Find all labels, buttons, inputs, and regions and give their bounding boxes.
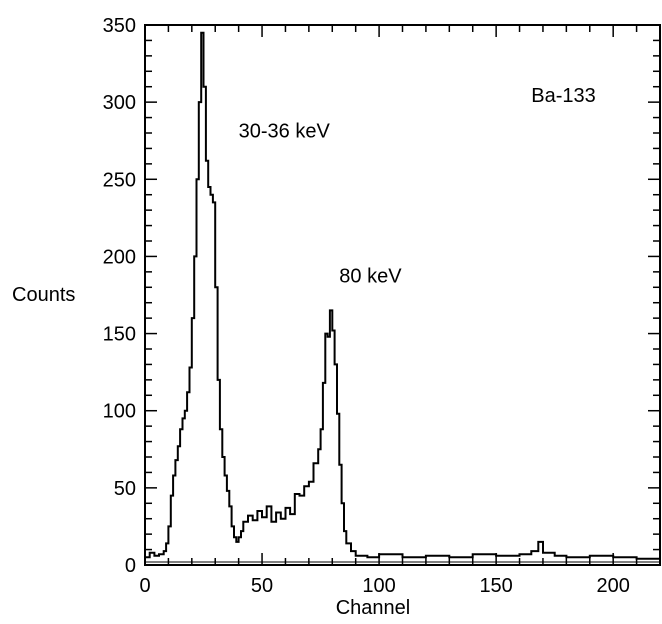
y-tick-label: 350 — [103, 15, 136, 37]
x-tick-label: 150 — [479, 575, 512, 597]
x-tick-label: 100 — [362, 575, 395, 597]
y-tick-label: 300 — [103, 92, 136, 114]
annotation-0: Ba-133 — [531, 85, 596, 107]
x-tick-label: 50 — [251, 575, 273, 597]
y-tick-label: 50 — [114, 478, 136, 500]
y-tick-label: 0 — [125, 555, 136, 577]
annotation-2: 80 keV — [339, 266, 402, 288]
y-tick-label: 200 — [103, 246, 136, 268]
x-tick-label: 200 — [596, 575, 629, 597]
x-tick-label: 0 — [139, 575, 150, 597]
y-tick-label: 150 — [103, 324, 136, 346]
y-tick-label: 100 — [103, 401, 136, 423]
y-axis-title: Counts — [12, 284, 75, 306]
x-axis-title: Channel — [336, 597, 411, 619]
plot-layer: 0 50 100 150 200 0 50 100 150 200 250 300 350 Ba-133 3… — [103, 15, 661, 597]
annotation-1: 30-36 keV — [239, 121, 331, 143]
spectrum-series-line — [145, 31, 661, 561]
y-tick-label: 250 — [103, 169, 136, 191]
